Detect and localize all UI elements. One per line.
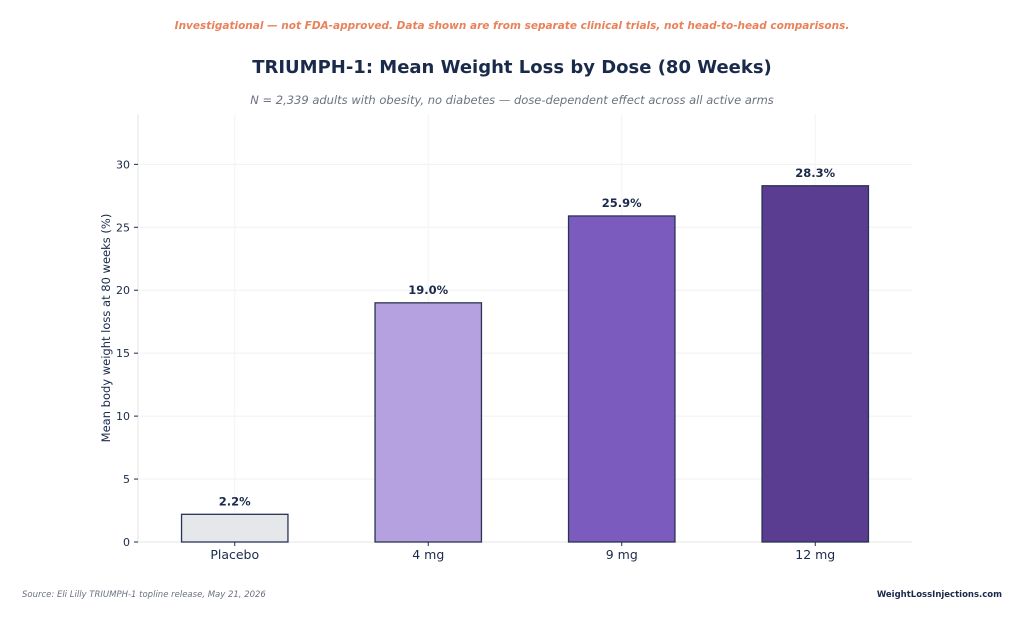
chart-title: TRIUMPH-1: Mean Weight Loss by Dose (80 … bbox=[252, 57, 772, 78]
bar-placebo bbox=[180, 513, 289, 543]
y-tick-label: 25 bbox=[116, 221, 130, 234]
disclaimer-text: Investigational — not FDA-approved. Data… bbox=[174, 20, 850, 32]
y-tick-label: 15 bbox=[116, 347, 130, 360]
bar-value-label: 2.2% bbox=[219, 494, 251, 508]
y-tick-label: 5 bbox=[123, 473, 130, 486]
bar-4-mg bbox=[374, 302, 483, 543]
y-axis-label: Mean body weight loss at 80 weeks (%) bbox=[99, 214, 113, 443]
x-tick-label: 9 mg bbox=[606, 547, 638, 562]
bar-9-mg bbox=[567, 215, 676, 543]
brand-label: WeightLossInjections.com bbox=[876, 590, 1002, 600]
y-tick-label: 10 bbox=[116, 410, 130, 423]
bar-value-label: 28.3% bbox=[795, 166, 835, 180]
chart-subtitle: N = 2,339 adults with obesity, no diabet… bbox=[250, 93, 774, 107]
y-tick-label: 30 bbox=[116, 158, 130, 171]
y-tick-label: 0 bbox=[123, 536, 130, 549]
x-tick-label: 12 mg bbox=[795, 547, 835, 562]
bar-value-label: 19.0% bbox=[408, 283, 448, 297]
bar-value-label: 25.9% bbox=[602, 196, 642, 210]
x-tick-label: 4 mg bbox=[412, 547, 444, 562]
bar-12-mg bbox=[761, 185, 870, 543]
x-tick-label: Placebo bbox=[210, 547, 259, 562]
y-tick-label: 20 bbox=[116, 284, 130, 297]
source-note: Source: Eli Lilly TRIUMPH-1 topline rele… bbox=[22, 590, 266, 600]
